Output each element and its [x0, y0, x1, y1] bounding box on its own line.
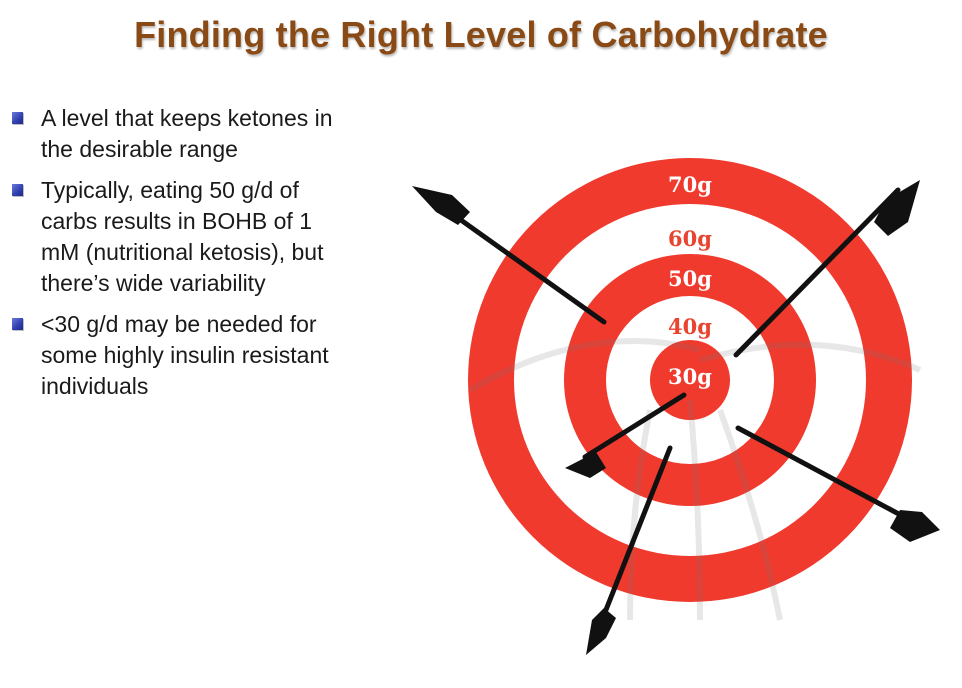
arrow-icon: [586, 445, 673, 655]
square-bullet-icon: [12, 112, 23, 124]
arrow-icon: [735, 425, 940, 542]
bullet-text-line: carbs results in BOHB of 1: [41, 208, 312, 234]
target-ring-30: [650, 340, 730, 420]
bullet-text-line: some highly insulin resistant: [41, 342, 329, 368]
bullet-list: A level that keeps ketones in the desira…: [8, 103, 398, 412]
ring-label-30: 30g: [668, 364, 712, 389]
bullet-item: <30 g/d may be needed for some highly in…: [8, 309, 398, 402]
bullet-text-line: the desirable range: [41, 136, 238, 162]
target-shadow-lines: [468, 338, 922, 621]
ring-label-40: 40g: [668, 314, 712, 339]
ring-label-70: 70g: [668, 172, 712, 197]
slide-title: Finding the Right Level of Carbohydrate: [134, 14, 828, 55]
square-bullet-icon: [12, 318, 23, 330]
arrow-icon: [412, 186, 607, 325]
bullet-text-line: mM (nutritional ketosis), but: [41, 239, 324, 265]
bullet-text-line: A level that keeps ketones in: [41, 105, 333, 131]
bullet-text-line: there’s wide variability: [41, 270, 266, 296]
bullet-text-line: individuals: [41, 373, 149, 399]
ring-label-50: 50g: [668, 266, 712, 291]
bullet-text-line: <30 g/d may be needed for: [41, 311, 317, 337]
bullet-item: A level that keeps ketones in the desira…: [8, 103, 398, 165]
arrow-icon: [565, 392, 687, 478]
target-svg: 70g 60g 50g 40g 30g: [412, 158, 940, 655]
arrow-icon: [733, 180, 920, 358]
bullet-item: Typically, eating 50 g/d of carbs result…: [8, 175, 398, 299]
ring-label-60: 60g: [668, 226, 712, 251]
arrows: [412, 180, 940, 655]
target-illustration: 70g 60g 50g 40g 30g: [400, 150, 960, 688]
bullet-text-line: Typically, eating 50 g/d of: [41, 177, 299, 203]
square-bullet-icon: [12, 184, 23, 196]
